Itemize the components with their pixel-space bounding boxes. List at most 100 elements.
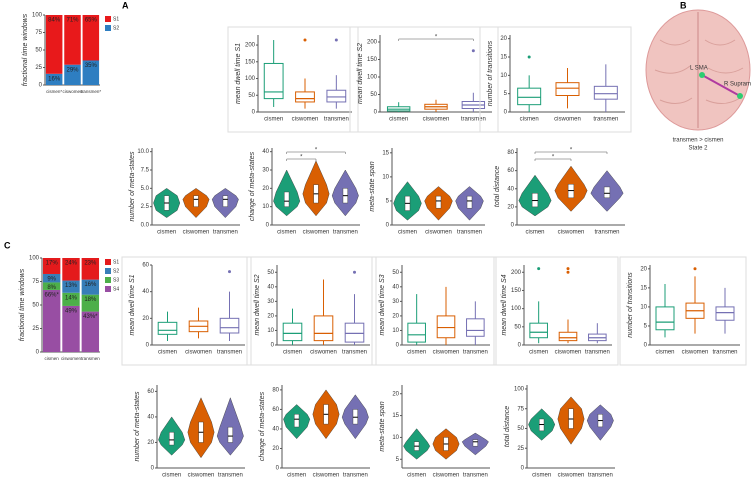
y-tick-label: 100 xyxy=(29,256,40,262)
region-label: L SMA xyxy=(690,66,708,72)
brain-caption: transmen > cismen xyxy=(673,138,724,144)
box xyxy=(593,85,618,100)
box xyxy=(188,307,209,339)
violin xyxy=(283,404,311,440)
legend-swatch xyxy=(105,268,111,274)
y-tick-label: 0 xyxy=(266,223,270,229)
bar-segment xyxy=(82,15,100,61)
violin xyxy=(211,188,239,218)
x-tick-label: transmen xyxy=(213,230,238,236)
bar-segment xyxy=(64,64,81,85)
significance-label: * xyxy=(435,35,438,41)
x-tick-label: cismen xyxy=(407,350,426,356)
x-tick-label: ciswomen xyxy=(188,473,215,479)
x-tick-label: cismen xyxy=(264,117,283,123)
bar-segment xyxy=(45,15,63,74)
box xyxy=(407,294,426,345)
box xyxy=(588,323,607,344)
bar-segment xyxy=(62,258,80,281)
x-tick-label: cismen xyxy=(520,117,539,123)
y-tick-label: 0 xyxy=(146,343,150,349)
box xyxy=(169,432,175,446)
x-tick-label: transmen xyxy=(457,230,482,236)
x-tick-label: transmen xyxy=(593,117,618,123)
connection xyxy=(701,74,741,97)
y-tick-label: 150 xyxy=(511,288,522,294)
box xyxy=(295,38,315,109)
y-tick-label: 0 xyxy=(644,343,648,349)
y-tick-label: 10.0 xyxy=(137,149,149,155)
x-tick-label: transmen xyxy=(324,117,349,123)
box xyxy=(593,64,618,112)
x-tick-label: ciswomen xyxy=(558,473,585,479)
violin xyxy=(273,169,301,217)
violin xyxy=(557,396,585,445)
box xyxy=(157,311,178,341)
x-tick-label: cismen* xyxy=(46,89,62,94)
y-axis-label: mean dwell time S3 xyxy=(379,274,386,335)
y-axis-label: mean dwell time S4 xyxy=(501,274,508,335)
y-tick-label: 80 xyxy=(507,150,514,156)
y-tick-label: 2.5 xyxy=(141,204,150,210)
x-tick-label: transmen xyxy=(333,230,358,236)
y-tick-label: 10 xyxy=(392,328,399,334)
y-tick-label: 15 xyxy=(640,285,647,291)
bar-segment xyxy=(81,279,100,295)
bar-segment xyxy=(42,273,61,283)
box xyxy=(466,318,485,337)
y-axis-label: mean dwell time S1 xyxy=(235,43,242,104)
violin xyxy=(182,188,210,218)
x-tick-label: ciswomen xyxy=(313,473,340,479)
value-label: 84% xyxy=(48,18,61,24)
panel-frame xyxy=(349,26,499,133)
bar-segment xyxy=(82,60,100,85)
box xyxy=(435,195,442,209)
y-tick-label: 75 xyxy=(35,30,42,36)
y-tick-label: 15 xyxy=(382,150,389,156)
box xyxy=(219,270,240,341)
y-tick-label: 0 xyxy=(386,223,390,229)
y-tick-label: 0 xyxy=(374,110,378,116)
y-axis-label: meta-state span xyxy=(379,401,386,451)
box xyxy=(558,331,578,342)
significance-bracket xyxy=(534,158,572,161)
panel-frame xyxy=(227,26,359,133)
y-tick-label: 10 xyxy=(267,328,274,334)
bar-segment xyxy=(42,289,61,352)
box xyxy=(386,102,411,112)
y-axis-label: mean dwell time S2 xyxy=(254,274,261,335)
box xyxy=(466,301,485,345)
y-axis-label: meta-state span xyxy=(369,161,376,211)
box xyxy=(157,321,178,335)
y-axis-label: number of transitions xyxy=(627,272,634,338)
y-tick-label: 50 xyxy=(370,92,377,98)
bar-segment xyxy=(81,294,100,312)
y-axis-label: fractional time windows xyxy=(19,268,26,341)
node xyxy=(699,72,705,78)
box xyxy=(715,306,735,321)
box xyxy=(529,322,548,339)
value-label: 8% xyxy=(47,285,56,291)
violin xyxy=(331,169,359,217)
y-tick-label: 60 xyxy=(147,389,154,395)
y-tick-label: 20 xyxy=(507,204,514,210)
violin xyxy=(528,408,556,441)
y-tick-label: 5 xyxy=(386,199,390,205)
x-tick-label: transmen xyxy=(585,350,610,356)
y-tick-label: 7.5 xyxy=(141,168,150,174)
x-tick-label: ciswomen xyxy=(425,230,452,236)
x-tick-label: transmen xyxy=(712,350,737,356)
y-tick-label: 40 xyxy=(392,284,399,290)
box xyxy=(326,89,347,103)
x-tick-label: cismen xyxy=(389,117,408,123)
value-label: 9% xyxy=(47,277,56,283)
outlier xyxy=(537,267,541,271)
y-tick-label: 5 xyxy=(644,324,648,330)
panel-frame xyxy=(371,256,497,366)
y-tick-label: 0 xyxy=(518,343,522,349)
legend-label: S1 xyxy=(113,16,119,22)
legend-label: S2 xyxy=(113,268,119,274)
y-tick-label: 20 xyxy=(392,313,399,319)
x-tick-label: transmen xyxy=(217,350,242,356)
violin xyxy=(424,186,453,221)
